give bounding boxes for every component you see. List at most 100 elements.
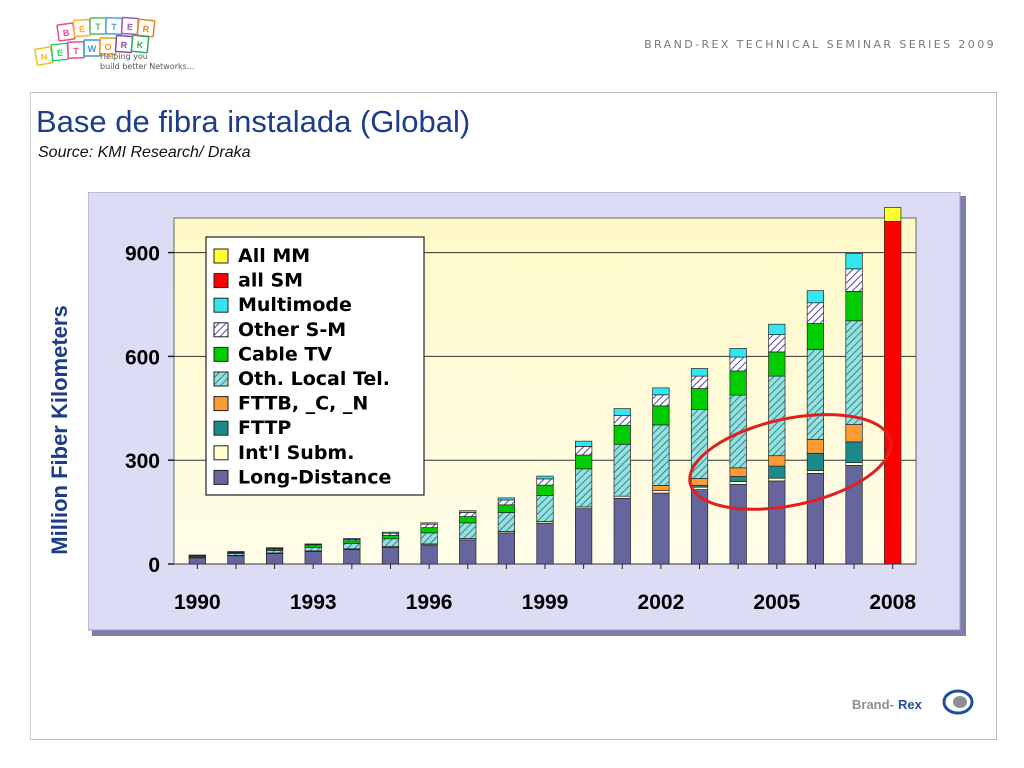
bar-segment: all SM 2008: 990 bbox=[884, 221, 902, 565]
bar-segment: Other S-M 2005: 50 bbox=[768, 334, 786, 353]
bar-segment: Cable TV 2003: 60 bbox=[690, 388, 709, 410]
bar-segment: Long-Distance 2006: 262 bbox=[806, 472, 825, 565]
svg-text:W: W bbox=[88, 44, 97, 54]
svg-text:E: E bbox=[79, 24, 86, 34]
bar-segment: Cable TV 1998: 22 bbox=[497, 504, 515, 513]
page-title: Base de fibra instalada (Global) bbox=[36, 104, 471, 139]
bar-segment: Multimode 2007: 45 bbox=[845, 252, 863, 270]
bar-segment: FTTP 2006: 50 bbox=[806, 452, 825, 471]
bar-segment: Oth. Local Tel. 2000: 110 bbox=[575, 468, 593, 508]
bar-segment: Long-Distance 1995: 48 bbox=[381, 547, 400, 565]
legend-swatch bbox=[213, 469, 229, 485]
legend-label: Int'l Subm. bbox=[238, 442, 354, 464]
legend-label: Multimode bbox=[238, 294, 352, 316]
bar-segment: Multimode 2004: 25 bbox=[729, 348, 747, 358]
svg-text:E: E bbox=[127, 22, 134, 32]
bar-segment: Long-Distance 1990: 18 bbox=[188, 557, 206, 565]
bar-segment: Multimode 2001: 20 bbox=[613, 408, 631, 416]
bar-segment: Multimode 1997: 5 bbox=[459, 510, 477, 513]
bar-segment: Multimode 1991: 2 bbox=[227, 551, 245, 553]
bar-segment: Oth. Local Tel. 2001: 150 bbox=[613, 443, 631, 497]
legend-label: Cable TV bbox=[238, 343, 332, 365]
bar-segment: Multimode 1998: 6 bbox=[497, 497, 515, 501]
legend-swatch bbox=[213, 371, 229, 387]
bar-segment: Other S-M 2002: 32 bbox=[652, 394, 670, 407]
bar-segment: FTTP 2004: 15 bbox=[729, 476, 747, 483]
bar-segment: Other S-M 1998: 14 bbox=[497, 499, 515, 506]
brand-rex-logo: Brand- Rex bbox=[852, 688, 976, 722]
y-tick-label: 600 bbox=[125, 346, 160, 369]
legend-label: Oth. Local Tel. bbox=[238, 368, 390, 390]
x-tick-label: 1996 bbox=[406, 591, 453, 614]
logo-letter-block: R bbox=[136, 18, 156, 38]
tagline-line-2: build better Networks... bbox=[100, 62, 195, 71]
svg-text:E: E bbox=[57, 48, 64, 59]
bar-segment: Cable TV 1994: 8 bbox=[343, 540, 361, 544]
legend-label: Other S-M bbox=[238, 319, 346, 341]
bar-segment: All MM 2008: 40 bbox=[884, 207, 902, 222]
bar-segment: Int'l Subm. 2005: 8 bbox=[768, 477, 786, 482]
bar-segment: Int'l Subm. 2002: 7 bbox=[652, 490, 670, 494]
bar-segment: Multimode 2006: 35 bbox=[806, 290, 825, 304]
bar-segment: Other S-M 2001: 28 bbox=[613, 415, 631, 426]
bar-segment: FTTP 2007: 60 bbox=[845, 441, 863, 463]
y-tick-label: 300 bbox=[125, 450, 160, 473]
bar-segment: Long-Distance 1991: 24 bbox=[227, 555, 245, 565]
logo-letter-block: T bbox=[89, 17, 107, 35]
legend-swatch bbox=[213, 322, 229, 338]
x-tick-label: 2005 bbox=[753, 591, 800, 614]
bar-segment: Multimode 1992: 2 bbox=[265, 547, 284, 549]
logo-letter-block: T bbox=[105, 17, 123, 35]
legend-swatch bbox=[213, 346, 229, 362]
bar-segment: Cable TV 2004: 70 bbox=[729, 370, 747, 396]
bar-segment: Oth. Local Tel. 2005: 230 bbox=[768, 375, 786, 457]
bar-segment: Cable TV 1996: 15 bbox=[420, 527, 438, 534]
svg-text:T: T bbox=[73, 46, 79, 56]
bar-segment: Cable TV 2001: 55 bbox=[613, 424, 631, 445]
bar-segment: FTTB, _C, _N 2007: 50 bbox=[845, 424, 863, 443]
bar-segment: Cable TV 1995: 10 bbox=[381, 534, 400, 540]
y-tick-label: 900 bbox=[125, 243, 160, 266]
bar-segment: FTTB, _C, _N 2004: 25 bbox=[729, 467, 747, 477]
bar-segment: Other S-M 2004: 40 bbox=[729, 356, 747, 372]
bar-segment: Long-Distance 2005: 240 bbox=[768, 480, 786, 565]
logo-letter-block: T bbox=[67, 41, 85, 59]
bar-segment: Long-Distance 1997: 70 bbox=[459, 539, 477, 565]
brand-rex-prefix: Brand- bbox=[852, 697, 894, 712]
bar-segment: Multimode 1999: 8 bbox=[536, 475, 554, 480]
stacked-bar-chart: 0 300 600 900 Long-Distance 1990: 18 Int'l Su… bbox=[87, 191, 966, 636]
bar-segment: Multimode 1990: 2 bbox=[188, 554, 206, 557]
y-axis-label: Million Fiber Kilometers bbox=[47, 305, 72, 555]
bar-segment: Other S-M 1997: 12 bbox=[459, 512, 477, 517]
bar-segment: Other S-M 2000: 25 bbox=[575, 446, 593, 456]
bar-segment: Multimode 2000: 15 bbox=[575, 440, 593, 447]
bar-segment: Multimode 1994: 3 bbox=[343, 538, 361, 540]
bar-segment: Oth. Local Tel. 1999: 75 bbox=[536, 495, 554, 522]
x-tick-label: 1993 bbox=[290, 591, 337, 614]
svg-text:T: T bbox=[95, 22, 101, 32]
bar-segment: Oth. Local Tel. 2007: 300 bbox=[845, 320, 863, 425]
legend-swatch bbox=[213, 445, 229, 461]
bar-segment: Other S-M 2003: 36 bbox=[690, 375, 709, 389]
bar-segment: Oth. Local Tel. 2002: 175 bbox=[652, 424, 670, 486]
brand-rex-globe-icon bbox=[953, 696, 967, 708]
bar-segment: Oth. Local Tel. 1998: 55 bbox=[497, 512, 515, 532]
bar-segment: Oth. Local Tel. 1996: 32 bbox=[420, 532, 438, 545]
legend-label: all SM bbox=[238, 270, 303, 292]
bar-segment: Cable TV 2005: 70 bbox=[768, 351, 786, 377]
chart-container: 0 300 600 900 Long-Distance 1990: 18 Int'l Su… bbox=[87, 191, 966, 636]
bar-segment: Long-Distance 1999: 118 bbox=[536, 522, 554, 565]
legend-swatch bbox=[213, 273, 229, 289]
legend-swatch bbox=[213, 420, 229, 436]
bar-segment: Long-Distance 1993: 36 bbox=[304, 551, 322, 565]
bar-segment: Other S-M 1999: 18 bbox=[536, 478, 554, 486]
bar-segment: Long-Distance 2002: 205 bbox=[652, 492, 670, 565]
legend-label: Long-Distance bbox=[238, 466, 391, 488]
bar-segment: Multimode 1995: 3 bbox=[381, 531, 400, 534]
logo-letter-block: N bbox=[34, 46, 54, 66]
bar-segment: Multimode 1993: 2 bbox=[304, 543, 322, 545]
svg-text:B: B bbox=[62, 28, 70, 39]
bar-segment: Long-Distance 1996: 55 bbox=[420, 544, 438, 565]
legend-label: FTTB, _C, _N bbox=[238, 393, 368, 415]
slide-frame bbox=[30, 92, 997, 740]
